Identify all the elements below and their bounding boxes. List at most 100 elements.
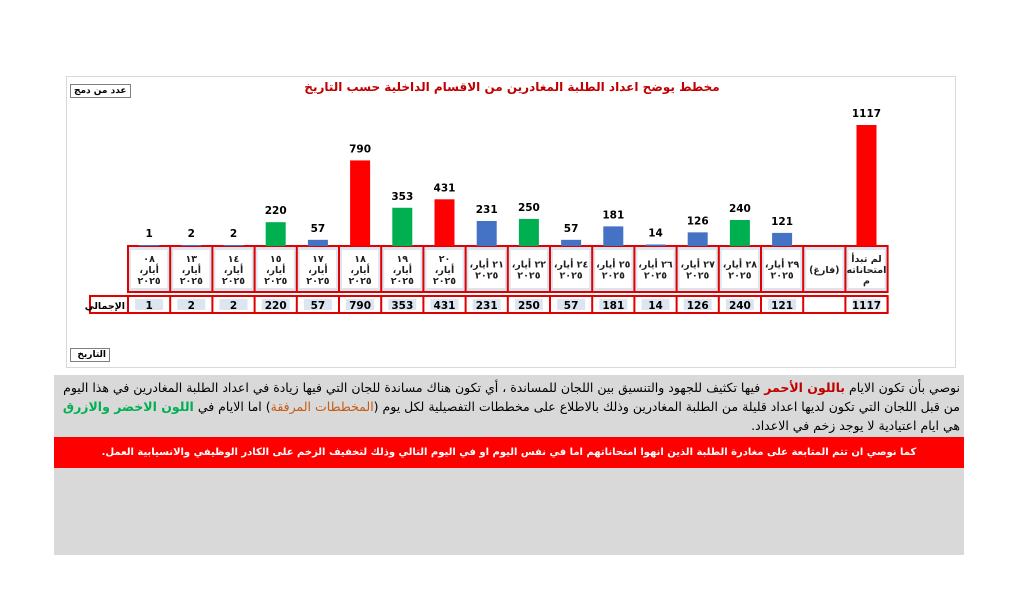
x-tick-label: أيار، <box>350 263 369 276</box>
note-red-highlight: باللون الأحمر <box>764 380 846 395</box>
x-tick-label: ٢٥ أيار، <box>596 258 631 271</box>
data-label: 790 <box>349 143 371 155</box>
x-axis-label[interactable]: التاريخ <box>70 348 110 362</box>
data-label: 57 <box>311 223 326 235</box>
x-tick-label: ٢٠٢٥ <box>222 276 245 287</box>
x-tick-label: ٠٨ <box>143 254 155 265</box>
x-tick-label: امتحاناته <box>847 265 887 276</box>
recommendation-banner: كما نوصي ان تتم المتابعة على مغادرة الطل… <box>54 437 964 468</box>
x-tick-label: ١٥ <box>270 254 282 265</box>
x-tick-label: ٢٠٢٥ <box>602 271 625 282</box>
total-value: 57 <box>564 300 579 312</box>
category-cell <box>848 250 885 288</box>
x-tick-label: ٢٢ أيار، <box>512 258 547 271</box>
note-text-4: هي ايام اعتيادية لا يوجد زخم في الاعداد. <box>751 418 960 433</box>
data-label: 2 <box>230 228 237 240</box>
bar <box>265 222 286 246</box>
y-axis-label[interactable]: عدد من دمج <box>70 84 131 98</box>
x-tick-label: ٢٩ أيار، <box>765 258 800 271</box>
total-cell <box>514 299 543 310</box>
category-cell <box>342 250 379 288</box>
total-cell <box>768 299 797 310</box>
x-tick-label: ٢٠٢٥ <box>644 271 667 282</box>
bar <box>603 226 624 246</box>
total-cell <box>135 299 164 310</box>
x-tick-label: (فارغ) <box>809 265 839 276</box>
x-tick-label: ٢٠٢٥ <box>137 276 160 287</box>
total-value: 431 <box>434 300 456 312</box>
total-cell <box>177 299 206 310</box>
total-value: 121 <box>771 300 793 312</box>
total-value: 240 <box>729 300 751 312</box>
bar <box>856 125 877 246</box>
data-label: 353 <box>391 191 413 203</box>
bar <box>223 245 244 246</box>
total-value: 790 <box>349 300 371 312</box>
total-value: 2 <box>230 300 237 312</box>
total-value: 181 <box>602 300 624 312</box>
x-tick-label: ٢١ أيار، <box>470 258 504 271</box>
data-label: 220 <box>265 205 287 217</box>
recommendation-note: نوصي بأن تكون الايام باللون الأحمر فيها … <box>58 378 960 435</box>
total-cell <box>472 299 501 310</box>
x-tick-label: ١٧ <box>312 254 324 265</box>
data-label: 1 <box>145 228 152 240</box>
bar <box>350 160 371 246</box>
category-cell <box>510 250 547 288</box>
x-tick-label: ٢٠٢٥ <box>475 271 498 282</box>
total-value: 353 <box>391 300 413 312</box>
x-tick-label: ٢٤ أيار، <box>554 258 589 271</box>
x-tick-label: ٢٠٢٥ <box>433 276 456 287</box>
category-cell <box>299 250 336 288</box>
total-value: 1 <box>145 300 152 312</box>
x-tick-label: لم تبدأ <box>851 252 882 265</box>
category-cell <box>384 250 421 288</box>
x-tick-label: ١٩ <box>396 254 408 265</box>
bar <box>561 239 582 246</box>
x-tick-label: أيار، <box>139 263 158 276</box>
data-label: 1117 <box>852 108 881 120</box>
total-cell <box>219 299 248 310</box>
x-tick-label: أيار، <box>308 263 327 276</box>
data-label: 2 <box>188 228 195 240</box>
total-value: 250 <box>518 300 540 312</box>
category-cell <box>257 250 294 288</box>
data-label: 250 <box>518 202 540 214</box>
x-tick-label: ١٤ <box>228 254 240 265</box>
bar <box>645 244 666 246</box>
bar <box>434 199 455 246</box>
x-tick-label: ٢٠٢٥ <box>728 271 751 282</box>
data-label: 14 <box>648 227 663 239</box>
category-cell <box>637 250 674 288</box>
total-row-label: الإجمالي <box>85 301 125 312</box>
total-value: 1117 <box>852 300 881 312</box>
x-tick-label: ٢٠٢٥ <box>391 276 414 287</box>
total-value: 231 <box>476 300 498 312</box>
chart-title: مخطط يوضح اعداد الطلبة المغادرين من الاق… <box>304 80 720 94</box>
total-cell <box>683 299 712 310</box>
category-cell <box>426 250 463 288</box>
x-tick-label: أيار، <box>435 263 454 276</box>
bar <box>687 232 708 246</box>
note-text-3: ) اما الايام في <box>193 399 271 414</box>
x-tick-label: ٢٠٢٥ <box>306 276 329 287</box>
bar <box>181 245 202 246</box>
category-cell <box>595 250 632 288</box>
total-cell <box>599 299 628 310</box>
data-label: 121 <box>771 216 793 228</box>
x-tick-label: ٢٠٢٥ <box>686 271 709 282</box>
total-value: 14 <box>648 300 663 312</box>
data-label: 231 <box>476 204 498 216</box>
x-tick-label: أيار، <box>224 263 243 276</box>
total-cell <box>852 299 881 310</box>
bar <box>772 232 793 246</box>
category-cell <box>806 250 843 288</box>
x-tick-label: ٢٦ أيار، <box>638 258 673 271</box>
x-tick-label: ٢٠٢٥ <box>264 276 287 287</box>
total-value: 220 <box>265 300 287 312</box>
x-tick-label: ٢٠٢٥ <box>770 271 793 282</box>
total-cell <box>725 299 754 310</box>
bar <box>307 239 328 246</box>
total-cell <box>557 299 586 310</box>
total-cell <box>641 299 670 310</box>
